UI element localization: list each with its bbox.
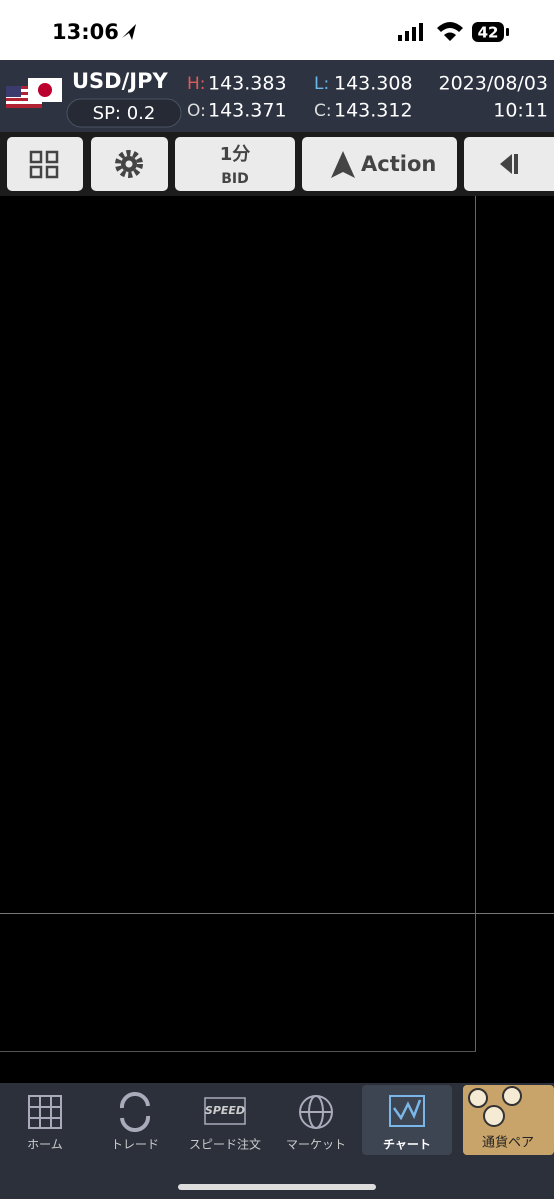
location-icon bbox=[122, 24, 136, 40]
nav-label: 通貨ペア bbox=[482, 1135, 534, 1151]
layout-button[interactable] bbox=[7, 137, 83, 191]
timeframe-button[interactable]: 1分 BID bbox=[175, 137, 295, 191]
spread: SP: 0.2 bbox=[93, 103, 156, 124]
wifi-icon bbox=[437, 22, 463, 41]
battery-tip bbox=[506, 28, 509, 36]
nav-label: スピード注文 bbox=[189, 1137, 261, 1152]
nav-pairs[interactable]: 通貨ペア bbox=[463, 1085, 554, 1155]
price-type: BID bbox=[221, 171, 249, 187]
high-value: 143.383 bbox=[208, 73, 287, 95]
header-time: 10:11 bbox=[493, 100, 548, 122]
nav-speed[interactable]: SPEED スピード注文 bbox=[189, 1097, 261, 1152]
open-label: O: bbox=[187, 101, 206, 121]
settings-button[interactable] bbox=[91, 137, 168, 191]
nav-icon-text: SPEED bbox=[205, 1104, 245, 1117]
nav-label: トレード bbox=[111, 1138, 159, 1152]
high-label: H: bbox=[187, 74, 206, 94]
timeframe: 1分 bbox=[220, 144, 251, 165]
signal-icon bbox=[398, 23, 423, 41]
nav-trade[interactable]: トレード bbox=[111, 1092, 159, 1152]
open-value: 143.371 bbox=[208, 100, 287, 122]
nav-label: マーケット bbox=[286, 1138, 346, 1152]
close-value: 143.312 bbox=[334, 100, 413, 122]
battery-level: 42 bbox=[478, 24, 499, 42]
nav-label: ホーム bbox=[27, 1138, 63, 1152]
bottom-nav bbox=[0, 1083, 554, 1199]
battery-icon bbox=[472, 22, 504, 42]
pair-flag bbox=[6, 78, 62, 108]
collapse-button[interactable] bbox=[464, 137, 554, 191]
nav-active-bg bbox=[362, 1085, 452, 1155]
nav-label: チャート bbox=[383, 1138, 431, 1152]
status-bar bbox=[0, 0, 554, 60]
nav-market[interactable]: マーケット bbox=[286, 1095, 346, 1152]
nav-chart[interactable]: チャート bbox=[383, 1095, 431, 1152]
header-date: 2023/08/03 bbox=[438, 73, 548, 95]
home-indicator bbox=[178, 1184, 376, 1190]
low-label: L: bbox=[314, 74, 329, 94]
spread-badge bbox=[66, 98, 182, 128]
nav-home[interactable]: ホーム bbox=[27, 1095, 63, 1152]
action-label: Action bbox=[361, 152, 436, 176]
action-button[interactable]: Action bbox=[302, 137, 457, 191]
close-label: C: bbox=[314, 101, 332, 121]
pair-name: USD/JPY bbox=[72, 69, 168, 93]
low-value: 143.308 bbox=[334, 73, 413, 95]
status-time: 13:06 bbox=[52, 20, 119, 44]
chart-background bbox=[0, 196, 554, 1083]
